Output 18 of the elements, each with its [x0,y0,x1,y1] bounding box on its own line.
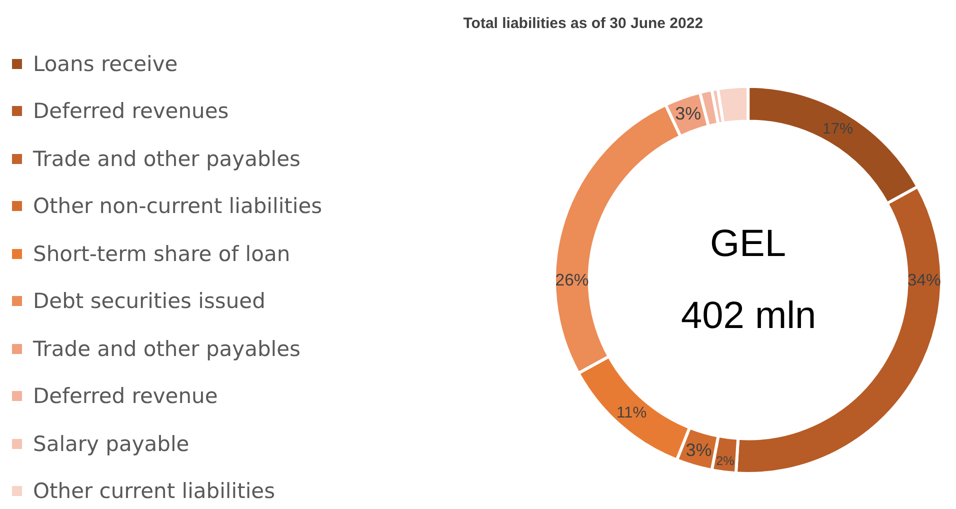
legend-label: Trade and other payables [33,146,300,171]
legend-label: Other non-current liabilities [33,194,322,218]
chart-title: Total liabilities as of 30 June 2022 [463,15,704,32]
data-label: 2% [716,454,734,468]
legend-label: Short-term share of loan [33,242,290,266]
text: GEL [710,223,786,265]
data-label: 11% [616,404,647,422]
legend-label: Debt securities issued [33,289,266,314]
data-label: 3% [686,440,712,460]
legend-label: Deferred revenue [33,384,218,408]
legend-label: Other current liabilities [33,479,276,504]
data-label: 17% [822,120,853,138]
legend-label: Trade and other payables [33,336,300,361]
text: 402 mln [681,295,816,337]
data-label: 3% [675,103,702,124]
legend-label: Loans receive [33,52,178,76]
legend-label: Deferred revenues [33,99,229,124]
legend-label: Salary payable [33,432,190,456]
